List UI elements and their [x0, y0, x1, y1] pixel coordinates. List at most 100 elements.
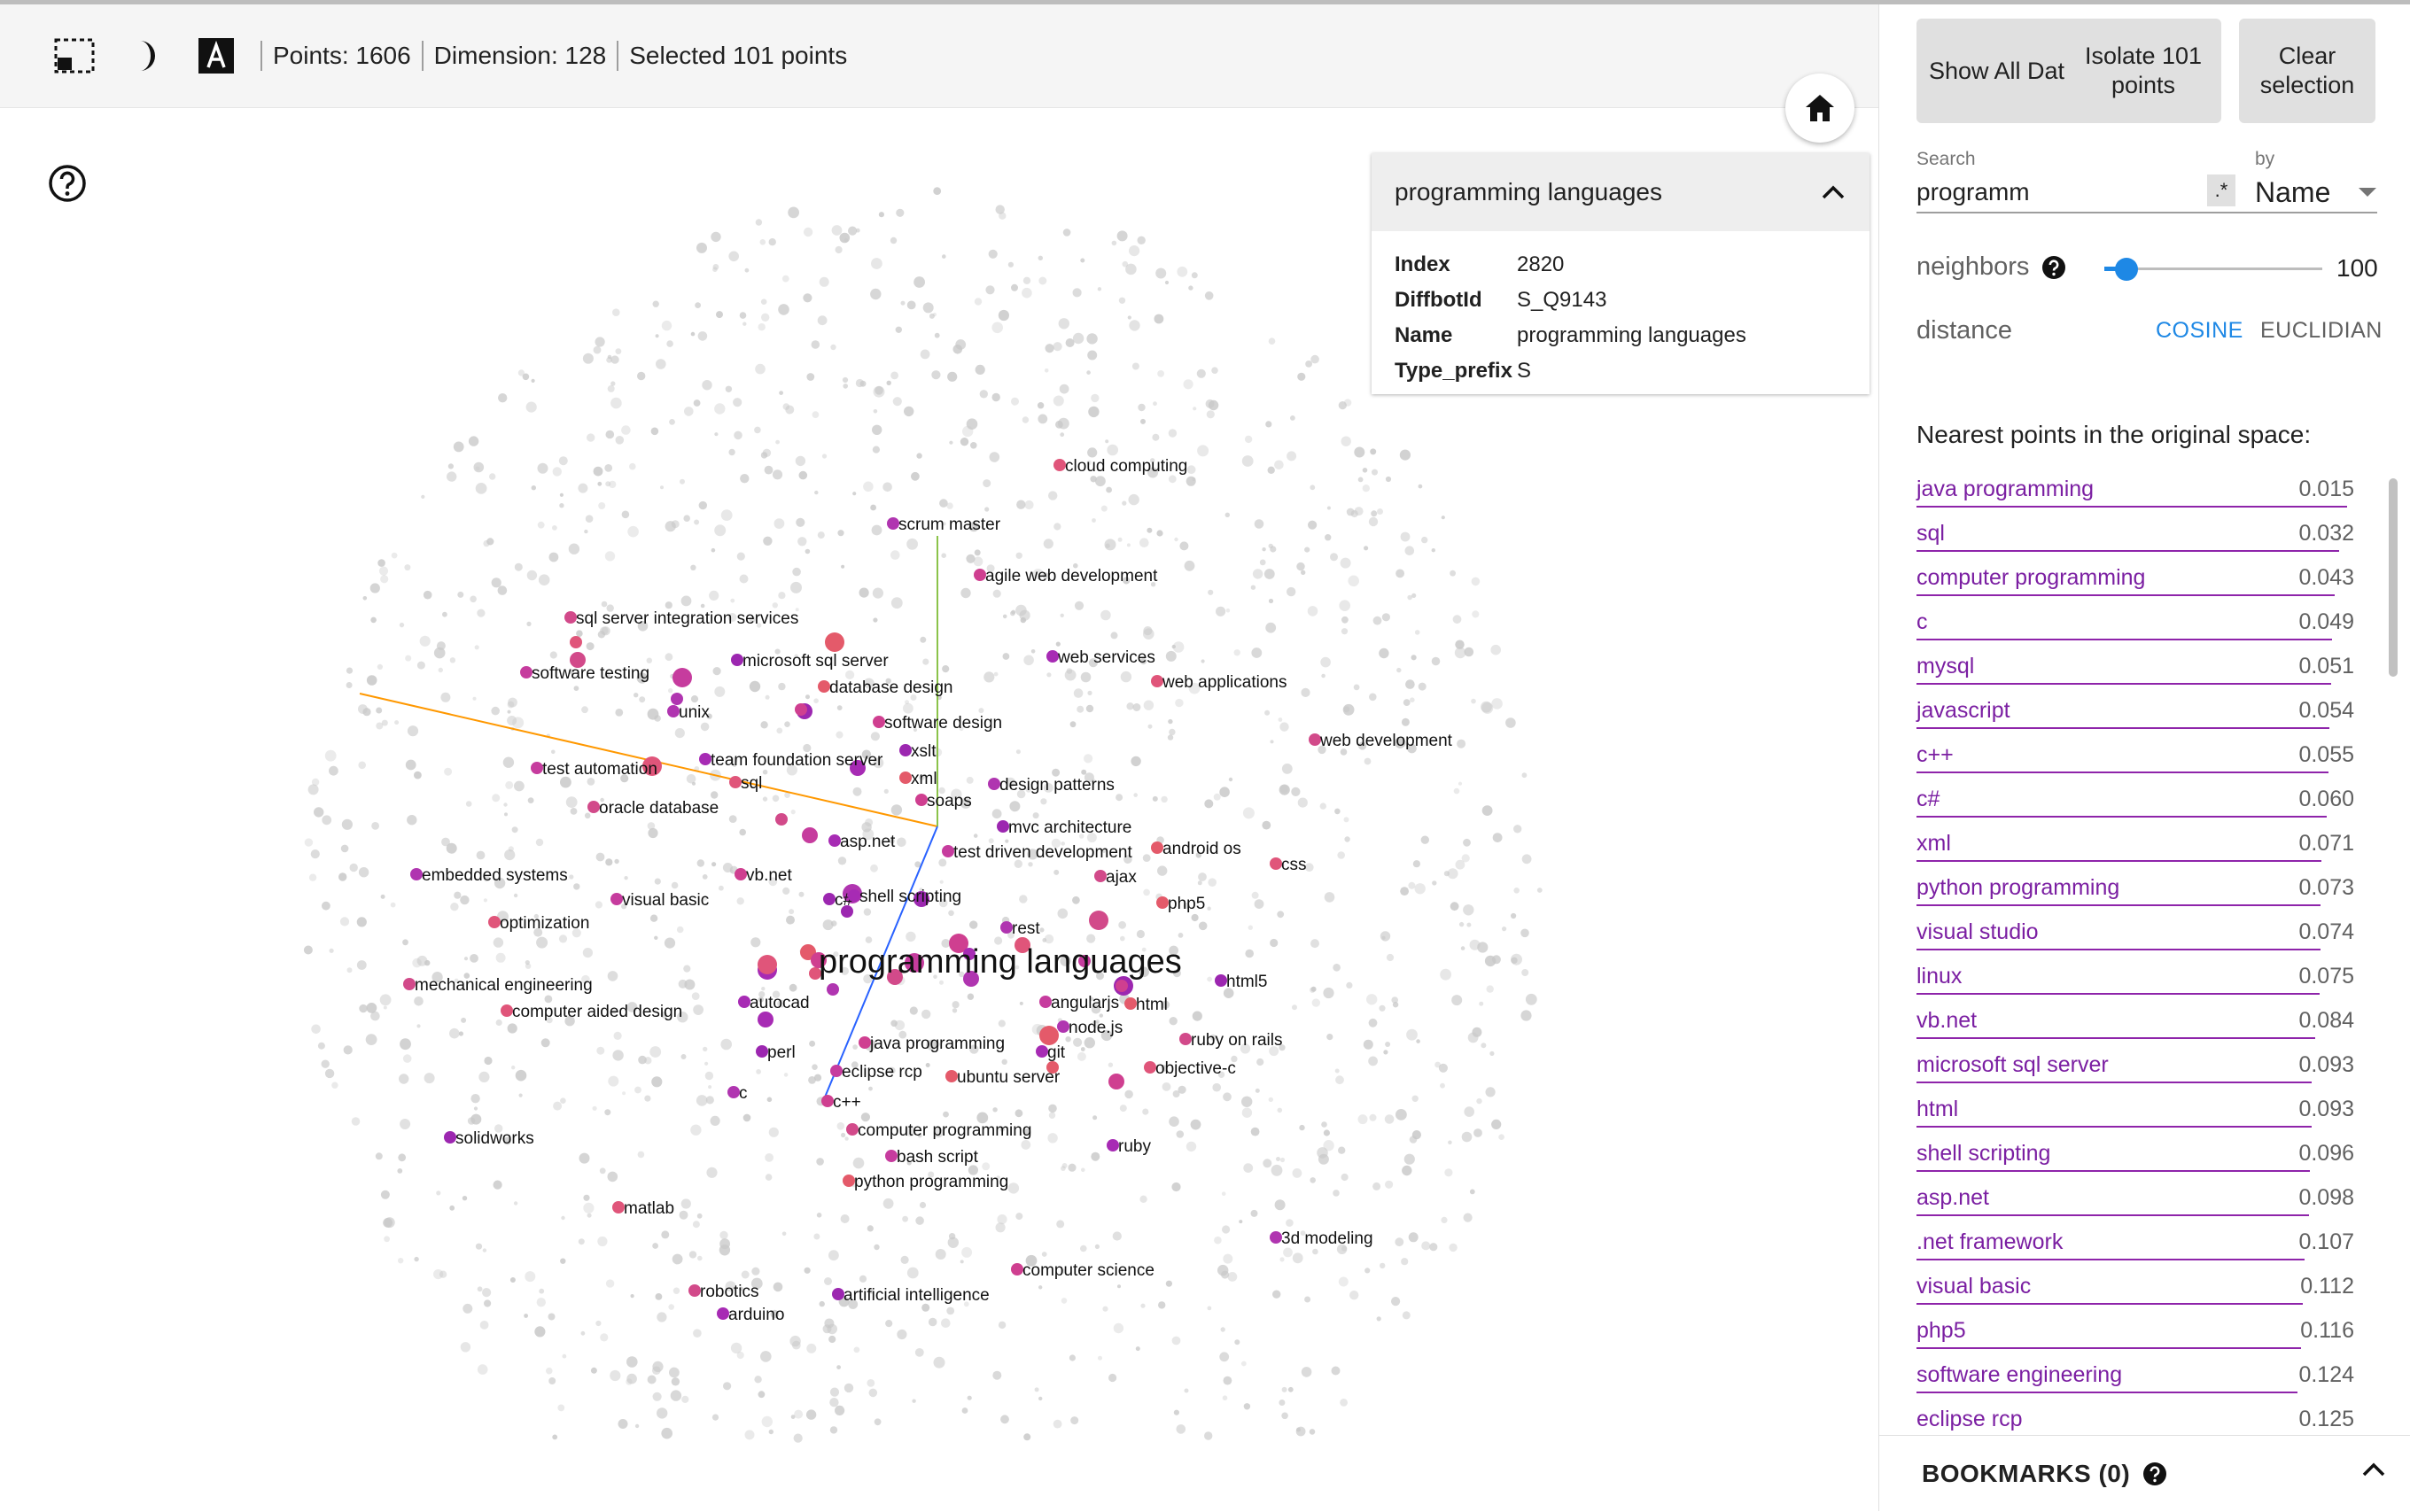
data-point[interactable] [1132, 703, 1141, 711]
data-point[interactable] [595, 901, 603, 909]
data-point[interactable] [1240, 1043, 1251, 1054]
data-point[interactable] [1123, 577, 1131, 585]
data-point[interactable] [909, 1006, 918, 1015]
data-point[interactable] [961, 1246, 973, 1258]
data-point[interactable] [331, 1082, 338, 1089]
data-point[interactable] [680, 478, 685, 485]
data-point[interactable] [712, 667, 721, 676]
data-point[interactable] [1333, 964, 1341, 972]
data-point[interactable] [1120, 671, 1132, 683]
data-point[interactable] [814, 490, 819, 495]
data-point[interactable] [952, 1001, 960, 1009]
chevron-up-icon[interactable] [1822, 185, 1845, 199]
data-point[interactable] [1395, 737, 1406, 748]
labelled-point[interactable] [1011, 1263, 1023, 1276]
chevron-up-icon[interactable] [2362, 1462, 2385, 1477]
data-point[interactable] [914, 1348, 924, 1357]
data-point[interactable] [652, 1361, 664, 1372]
data-point[interactable] [359, 1004, 368, 1013]
labelled-point[interactable] [1309, 733, 1321, 746]
data-point[interactable] [861, 749, 872, 759]
data-point[interactable] [637, 371, 646, 381]
data-point[interactable] [998, 309, 1009, 322]
data-point[interactable] [1207, 976, 1212, 982]
data-point[interactable] [873, 385, 885, 398]
data-point[interactable] [463, 957, 469, 961]
data-point[interactable] [1307, 606, 1318, 616]
data-point[interactable] [473, 1106, 478, 1111]
data-point[interactable] [379, 994, 392, 1006]
data-point[interactable] [1222, 1225, 1231, 1234]
data-point[interactable] [812, 1064, 818, 1070]
data-point[interactable] [559, 492, 564, 497]
data-point[interactable] [1069, 721, 1077, 728]
data-point[interactable] [900, 300, 906, 306]
nearest-point-link[interactable]: shell scripting [1916, 1141, 2051, 1166]
data-point[interactable] [476, 850, 486, 860]
data-point[interactable] [314, 807, 324, 818]
data-point[interactable] [1047, 1133, 1058, 1144]
data-point[interactable] [961, 1407, 968, 1414]
data-point[interactable] [830, 920, 837, 927]
help-circle-icon[interactable] [48, 164, 87, 203]
data-point[interactable] [608, 1075, 619, 1087]
data-point[interactable] [1032, 812, 1039, 819]
data-point[interactable] [749, 680, 761, 693]
data-point[interactable] [680, 1198, 691, 1209]
data-point[interactable] [1100, 505, 1108, 512]
data-point[interactable] [1461, 1131, 1473, 1143]
data-point[interactable] [604, 671, 611, 678]
data-point[interactable] [852, 1044, 858, 1050]
data-point[interactable] [1471, 698, 1476, 704]
data-point[interactable] [1178, 1085, 1186, 1094]
labelled-point[interactable] [823, 893, 836, 905]
data-point[interactable] [731, 757, 738, 764]
data-point[interactable] [1291, 787, 1301, 797]
selected-point[interactable] [1039, 1026, 1059, 1045]
data-point[interactable] [900, 1255, 909, 1264]
data-point[interactable] [711, 231, 721, 243]
data-point[interactable] [1192, 1011, 1202, 1021]
data-point[interactable] [1118, 297, 1126, 304]
data-point[interactable] [1295, 1426, 1306, 1437]
data-point[interactable] [897, 1329, 907, 1340]
data-point[interactable] [692, 1221, 700, 1229]
labelled-point[interactable] [873, 716, 885, 728]
selected-point[interactable] [1046, 1061, 1059, 1074]
data-point[interactable] [1086, 333, 1098, 345]
data-point[interactable] [1167, 734, 1174, 740]
data-point[interactable] [770, 1309, 780, 1319]
data-point[interactable] [813, 1074, 822, 1082]
selected-point[interactable] [758, 1012, 774, 1027]
labelled-point[interactable] [828, 834, 841, 847]
data-point[interactable] [465, 801, 472, 807]
data-point[interactable] [890, 371, 898, 380]
data-point[interactable] [622, 1091, 626, 1096]
data-point[interactable] [1242, 807, 1255, 819]
data-point[interactable] [728, 251, 739, 262]
data-point[interactable] [1069, 1354, 1076, 1361]
data-point[interactable] [1155, 268, 1167, 279]
data-point[interactable] [1038, 1285, 1043, 1290]
data-point[interactable] [1248, 925, 1254, 930]
data-point[interactable] [450, 903, 459, 911]
data-point[interactable] [477, 1364, 488, 1375]
data-point[interactable] [1279, 1157, 1286, 1163]
data-point[interactable] [1472, 610, 1480, 618]
data-point[interactable] [1213, 793, 1221, 801]
data-point[interactable] [399, 1074, 409, 1084]
data-point[interactable] [1150, 582, 1156, 587]
data-point[interactable] [778, 592, 786, 600]
data-point[interactable] [526, 570, 538, 581]
data-point[interactable] [697, 331, 708, 341]
data-point[interactable] [1271, 1164, 1283, 1176]
data-point[interactable] [714, 432, 719, 437]
selected-point[interactable] [905, 953, 924, 973]
nearest-point-link[interactable]: linux [1916, 964, 1963, 989]
data-point[interactable] [587, 433, 595, 442]
labelled-point[interactable] [564, 611, 577, 624]
data-point[interactable] [932, 313, 937, 317]
data-point[interactable] [303, 945, 313, 955]
data-point[interactable] [492, 794, 501, 803]
data-point[interactable] [1505, 717, 1516, 728]
